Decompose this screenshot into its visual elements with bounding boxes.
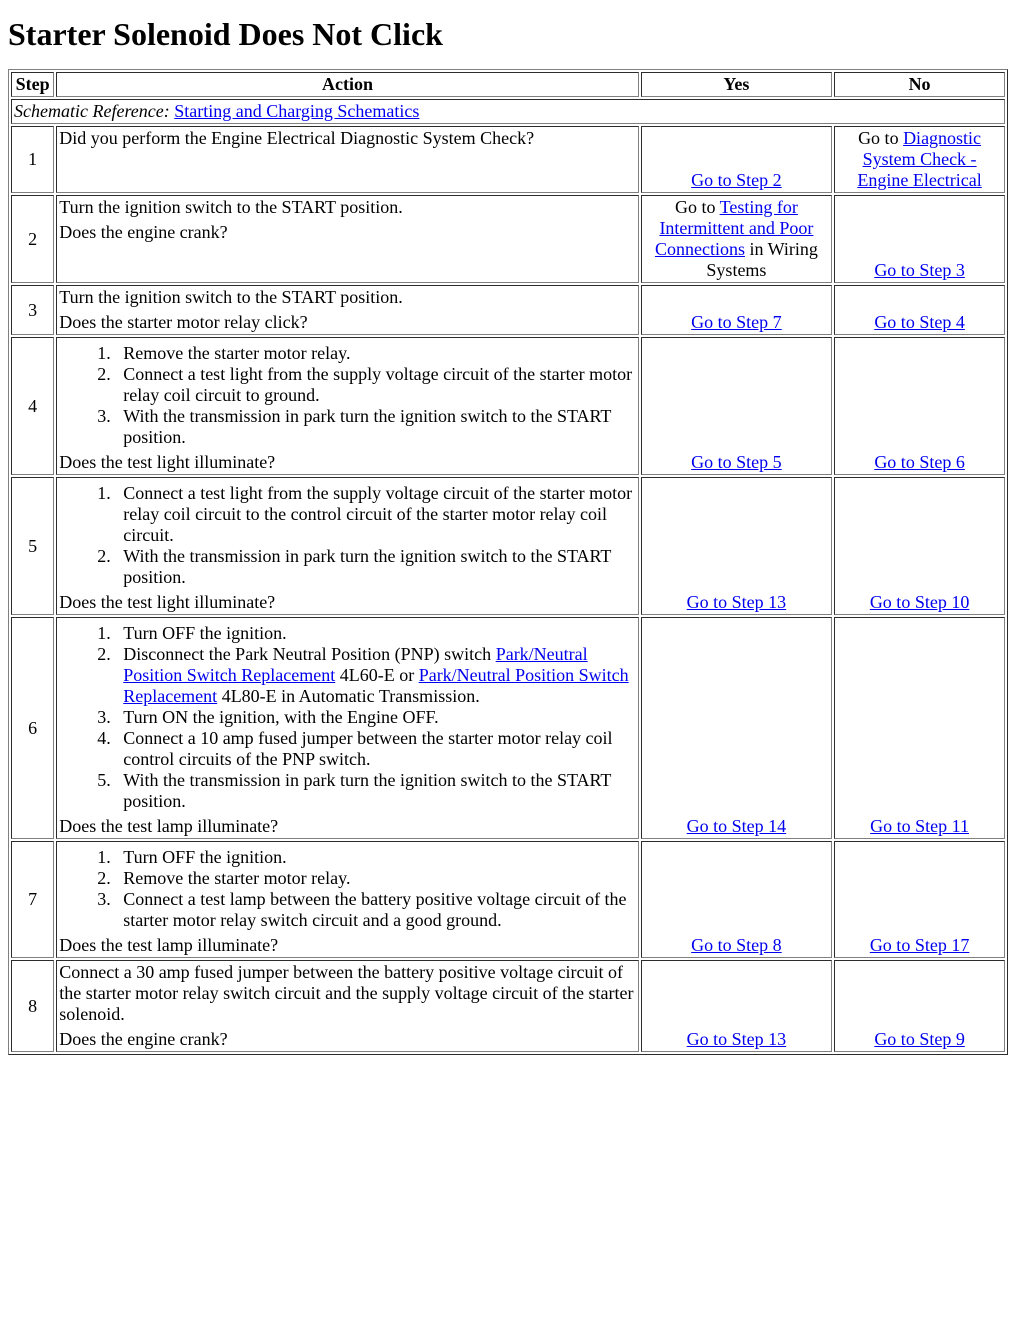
no-cell: Go to Diagnostic System Check - Engine E… [834, 126, 1005, 193]
step-number: 8 [11, 960, 54, 1052]
col-header-no: No [834, 72, 1005, 97]
col-header-action: Action [56, 72, 639, 97]
table-row: 8 Connect a 30 amp fused jumper between … [11, 960, 1005, 1052]
no-prefix: Go to [858, 128, 903, 148]
yes-link[interactable]: Go to Step 14 [687, 816, 787, 836]
no-cell: Go to Step 9 [834, 960, 1005, 1052]
list-item: Turn OFF the ignition. [115, 623, 636, 644]
list-item: Connect a test light from the supply vol… [115, 483, 636, 546]
action-list: Turn OFF the ignition. Remove the starte… [59, 847, 636, 931]
table-row: 7 Turn OFF the ignition. Remove the star… [11, 841, 1005, 958]
action-list: Turn OFF the ignition. Disconnect the Pa… [59, 623, 636, 812]
table-row: 6 Turn OFF the ignition. Disconnect the … [11, 617, 1005, 839]
no-cell: Go to Step 17 [834, 841, 1005, 958]
yes-cell: Go to Step 13 [641, 477, 832, 615]
step-number: 6 [11, 617, 54, 839]
li-text-a: Disconnect the Park Neutral Position (PN… [123, 644, 495, 664]
yes-link[interactable]: Go to Step 2 [691, 170, 782, 190]
col-header-yes: Yes [641, 72, 832, 97]
action-question: Does the test light illuminate? [59, 592, 636, 613]
action-cell: Turn OFF the ignition. Remove the starte… [56, 841, 639, 958]
action-cell: Remove the starter motor relay. Connect … [56, 337, 639, 475]
schematic-label: Schematic Reference: [14, 101, 174, 121]
no-link[interactable]: Go to Step 6 [874, 452, 965, 472]
action-question: Does the test lamp illuminate? [59, 935, 636, 956]
no-cell: Go to Step 6 [834, 337, 1005, 475]
table-header-row: Step Action Yes No [11, 72, 1005, 97]
list-item: Connect a test light from the supply vol… [115, 364, 636, 406]
list-item: Disconnect the Park Neutral Position (PN… [115, 644, 636, 707]
li-text-c: 4L80-E in Automatic Transmission. [217, 686, 480, 706]
action-cell: Did you perform the Engine Electrical Di… [56, 126, 639, 193]
step-number: 5 [11, 477, 54, 615]
list-item: Connect a test lamp between the battery … [115, 889, 636, 931]
action-question: Does the test light illuminate? [59, 452, 636, 473]
page-title: Starter Solenoid Does Not Click [8, 16, 1012, 53]
diagnostic-table: Step Action Yes No Schematic Reference: … [8, 69, 1008, 1055]
yes-cell: Go to Step 13 [641, 960, 832, 1052]
list-item: Remove the starter motor relay. [115, 343, 636, 364]
list-item: Remove the starter motor relay. [115, 868, 636, 889]
yes-prefix: Go to [675, 197, 720, 217]
no-link[interactable]: Go to Step 17 [870, 935, 970, 955]
yes-link[interactable]: Go to Step 13 [687, 1029, 787, 1049]
no-link[interactable]: Go to Step 9 [874, 1029, 965, 1049]
list-item: With the transmission in park turn the i… [115, 770, 636, 812]
no-link[interactable]: Go to Step 11 [870, 816, 969, 836]
no-cell: Go to Step 4 [834, 285, 1005, 335]
schematic-link[interactable]: Starting and Charging Schematics [174, 101, 419, 121]
no-cell: Go to Step 10 [834, 477, 1005, 615]
list-item: Connect a 10 amp fused jumper between th… [115, 728, 636, 770]
yes-cell: Go to Step 7 [641, 285, 832, 335]
yes-cell: Go to Testing for Intermittent and Poor … [641, 195, 832, 283]
no-cell: Go to Step 3 [834, 195, 1005, 283]
table-row: 1 Did you perform the Engine Electrical … [11, 126, 1005, 193]
table-row: 5 Connect a test light from the supply v… [11, 477, 1005, 615]
yes-link[interactable]: Go to Step 8 [691, 935, 782, 955]
table-row: 4 Remove the starter motor relay. Connec… [11, 337, 1005, 475]
action-question: Does the engine crank? [59, 222, 636, 243]
yes-cell: Go to Step 14 [641, 617, 832, 839]
yes-link[interactable]: Go to Step 5 [691, 452, 782, 472]
no-cell: Go to Step 11 [834, 617, 1005, 839]
action-question: Does the starter motor relay click? [59, 312, 636, 333]
action-question: Does the engine crank? [59, 1029, 636, 1050]
li-text-b: 4L60-E or [335, 665, 418, 685]
action-list: Connect a test light from the supply vol… [59, 483, 636, 588]
action-cell: Turn the ignition switch to the START po… [56, 195, 639, 283]
action-text: Connect a 30 amp fused jumper between th… [59, 962, 636, 1025]
action-cell: Connect a test light from the supply vol… [56, 477, 639, 615]
action-cell: Turn OFF the ignition. Disconnect the Pa… [56, 617, 639, 839]
schematic-row: Schematic Reference: Starting and Chargi… [11, 99, 1005, 124]
action-list: Remove the starter motor relay. Connect … [59, 343, 636, 448]
action-text: Turn the ignition switch to the START po… [59, 287, 636, 308]
yes-cell: Go to Step 8 [641, 841, 832, 958]
no-link[interactable]: Go to Step 10 [870, 592, 970, 612]
action-cell: Turn the ignition switch to the START po… [56, 285, 639, 335]
yes-cell: Go to Step 2 [641, 126, 832, 193]
table-row: 3 Turn the ignition switch to the START … [11, 285, 1005, 335]
table-row: 2 Turn the ignition switch to the START … [11, 195, 1005, 283]
yes-link[interactable]: Go to Step 7 [691, 312, 782, 332]
step-number: 3 [11, 285, 54, 335]
step-number: 7 [11, 841, 54, 958]
yes-link[interactable]: Go to Step 13 [687, 592, 787, 612]
no-link[interactable]: Go to Step 3 [874, 260, 965, 280]
step-number: 2 [11, 195, 54, 283]
list-item: Turn OFF the ignition. [115, 847, 636, 868]
step-number: 1 [11, 126, 54, 193]
action-text: Turn the ignition switch to the START po… [59, 197, 636, 218]
list-item: With the transmission in park turn the i… [115, 546, 636, 588]
action-text: Did you perform the Engine Electrical Di… [59, 128, 534, 148]
list-item: Turn ON the ignition, with the Engine OF… [115, 707, 636, 728]
no-link[interactable]: Go to Step 4 [874, 312, 965, 332]
action-cell: Connect a 30 amp fused jumper between th… [56, 960, 639, 1052]
yes-cell: Go to Step 5 [641, 337, 832, 475]
list-item: With the transmission in park turn the i… [115, 406, 636, 448]
step-number: 4 [11, 337, 54, 475]
action-question: Does the test lamp illuminate? [59, 816, 636, 837]
col-header-step: Step [11, 72, 54, 97]
